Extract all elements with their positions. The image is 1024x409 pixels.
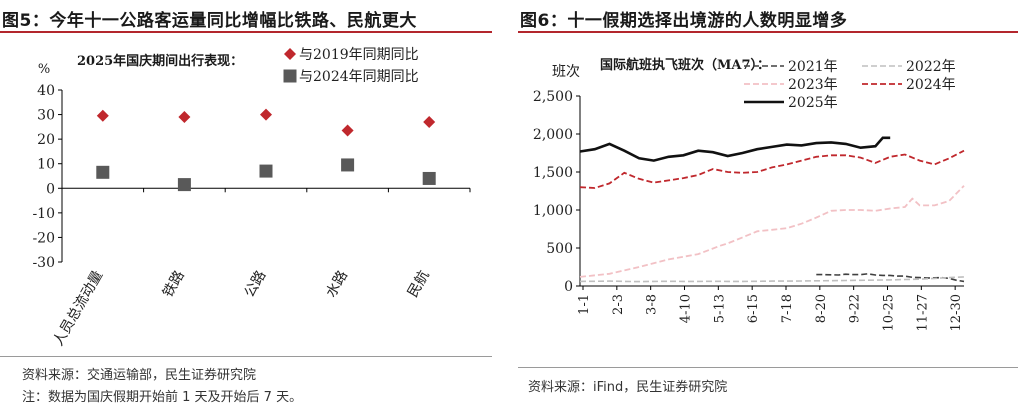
series-line [816,272,965,283]
diamond-point-2019 [341,124,354,137]
square-point-2024 [259,164,273,178]
y-tick-label: 1,000 [533,203,573,219]
y-tick-label: 30 [37,108,55,124]
right-source-text: 资料来源：iFind，民生证券研究院 [528,380,728,395]
y-tick-label: -10 [32,206,55,222]
legend-label: 2024年 [906,77,956,93]
x-tick-label: 9-22 [848,294,863,323]
left-panel-title: 图5：今年十一公路客运量同比增幅比铁路、民航更大 [2,11,417,31]
right-panel-title: 图6：十一假期选择出境游的人数明显增多 [520,11,848,31]
legend-label: 2022年 [906,59,956,75]
legend-label: 2021年 [788,59,838,75]
scatter-chart-title: 2025年国庆期间出行表现： [77,53,243,69]
y-tick-label: 0 [46,181,55,197]
right-panel: 图6：十一假期选择出境游的人数明显增多 班次 国际航班执飞班次（MA7）： 0 500… [518,0,1024,409]
x-tick-label: 7-18 [780,294,795,323]
x-tick-label: 8-20 [814,294,829,323]
x-tick-label: 4-10 [678,294,693,323]
y-tick-label: 2,500 [533,89,573,105]
x-category-label: 公路 [242,268,270,300]
diamond-point-2019 [96,109,109,122]
x-tick-label: 11-27 [915,294,930,331]
y-tick-label: 20 [37,132,55,148]
diamond-point-2019 [178,111,191,124]
right-title-rule [518,31,1018,33]
left-source-divider [0,356,492,357]
legend-square-icon [283,69,297,83]
line-chart-title: 国际航班执飞班次（MA7）： [600,57,770,73]
series-line [579,276,965,283]
x-tick-label: 5-13 [712,294,727,323]
right-source-divider [518,367,1018,368]
y-tick-label: -30 [32,255,55,271]
left-note-text: 注：数据为国庆假期开始前 1 天及开始后 7 天。 [22,390,303,405]
x-tick-label: 12-30 [949,294,964,331]
y-tick-label: 10 [37,157,55,173]
y-tick-label: 40 [37,83,55,99]
x-tick-label: 3-8 [645,294,660,315]
series-line [579,185,965,278]
x-category-label: 人员总流动量 [50,268,106,349]
legend-label: 与2019年同期同比 [299,47,419,63]
square-point-2024 [177,178,191,192]
scatter-chart: 2025年国庆期间出行表现：% -30 -20 -10 0 10 20 30 40 人员总流动量 铁… [32,47,471,349]
x-category-label: 水路 [323,268,351,300]
y-axis-unit-label: 班次 [552,64,580,80]
legend-label: 2023年 [788,77,838,93]
y-tick-label: 500 [546,241,573,257]
y-tick-label: 1,500 [533,165,573,181]
x-category-label: 民航 [405,268,433,300]
line-chart: 班次 国际航班执飞班次（MA7）： 0 500 1,000 1,500 2,000 2,500… [533,57,965,331]
legend-label: 与2024年同期同比 [299,69,419,85]
y-tick-label: 0 [564,279,573,295]
x-category-label: 铁路 [160,268,188,300]
series-line [579,149,965,189]
square-point-2024 [96,165,110,179]
diamond-point-2019 [260,108,272,121]
y-axis-unit-label: % [38,62,50,77]
legend-diamond-icon [284,48,296,60]
x-tick-label: 6-15 [746,294,761,323]
x-tick-label: 1-1 [577,294,592,315]
series-line [579,136,891,162]
legend-label: 2025年 [788,95,838,111]
y-tick-label: 2,000 [533,127,573,143]
left-title-rule [0,31,492,33]
square-point-2024 [422,171,436,185]
y-tick-label: -20 [32,230,55,246]
square-point-2024 [341,158,355,172]
left-source-text: 资料来源：交通运输部，民生证券研究院 [22,368,257,383]
diamond-point-2019 [423,115,436,128]
left-panel: 图5：今年十一公路客运量同比增幅比铁路、民航更大 2025年国庆期间出行表现：%… [0,0,500,409]
x-tick-label: 2-3 [611,294,626,315]
x-tick-label: 10-25 [881,294,896,331]
